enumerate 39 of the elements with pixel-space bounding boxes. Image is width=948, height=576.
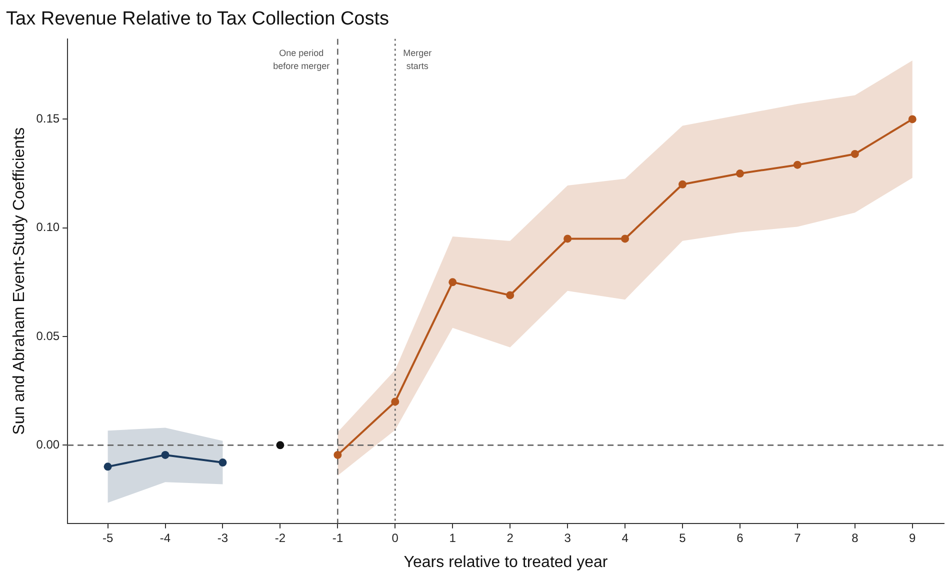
x-tick-label: 7 (794, 530, 802, 545)
y-tick-label: 0.10 (36, 220, 60, 234)
point (850, 150, 859, 158)
point (506, 291, 514, 300)
x-axis-title: Years relative to treated year (404, 554, 608, 571)
point (218, 458, 227, 467)
x-tick-label: 6 (736, 530, 744, 545)
x-tick-label: 5 (679, 530, 686, 545)
point (276, 441, 284, 450)
point (391, 398, 400, 406)
x-tick-label: -4 (160, 530, 171, 545)
x-tick-label: 1 (449, 530, 456, 545)
x-tick-label: -5 (102, 530, 114, 545)
point (564, 234, 572, 243)
x-tick-label: -1 (332, 530, 344, 545)
x-tick-label: -2 (274, 530, 286, 545)
point (621, 234, 630, 243)
point (908, 115, 916, 124)
y-tick-label: 0.05 (36, 328, 60, 343)
point (448, 278, 457, 286)
point (334, 450, 342, 459)
x-tick-label: 3 (564, 530, 572, 545)
y-tick-label: 0.00 (36, 437, 60, 452)
y-tick-label: 0.15 (36, 112, 60, 126)
chart-title: Tax Revenue Relative to Tax Collection Costs (6, 8, 390, 30)
point (736, 170, 744, 178)
x-tick-label: 4 (622, 530, 629, 545)
x-tick-label: -3 (217, 530, 228, 545)
x-tick-label: 9 (909, 530, 916, 545)
point (793, 160, 802, 169)
x-tick-label: 0 (392, 530, 399, 545)
point (104, 462, 112, 471)
x-tick-label: 8 (852, 530, 859, 545)
point (678, 180, 687, 188)
ref-line-label: One period before merger (273, 48, 330, 71)
ref-line-label: Merger starts (403, 48, 432, 71)
y-axis-title: Sun and Abraham Event-Study Coefficients (11, 127, 28, 435)
x-tick-label: 2 (506, 530, 514, 545)
point (161, 450, 170, 459)
